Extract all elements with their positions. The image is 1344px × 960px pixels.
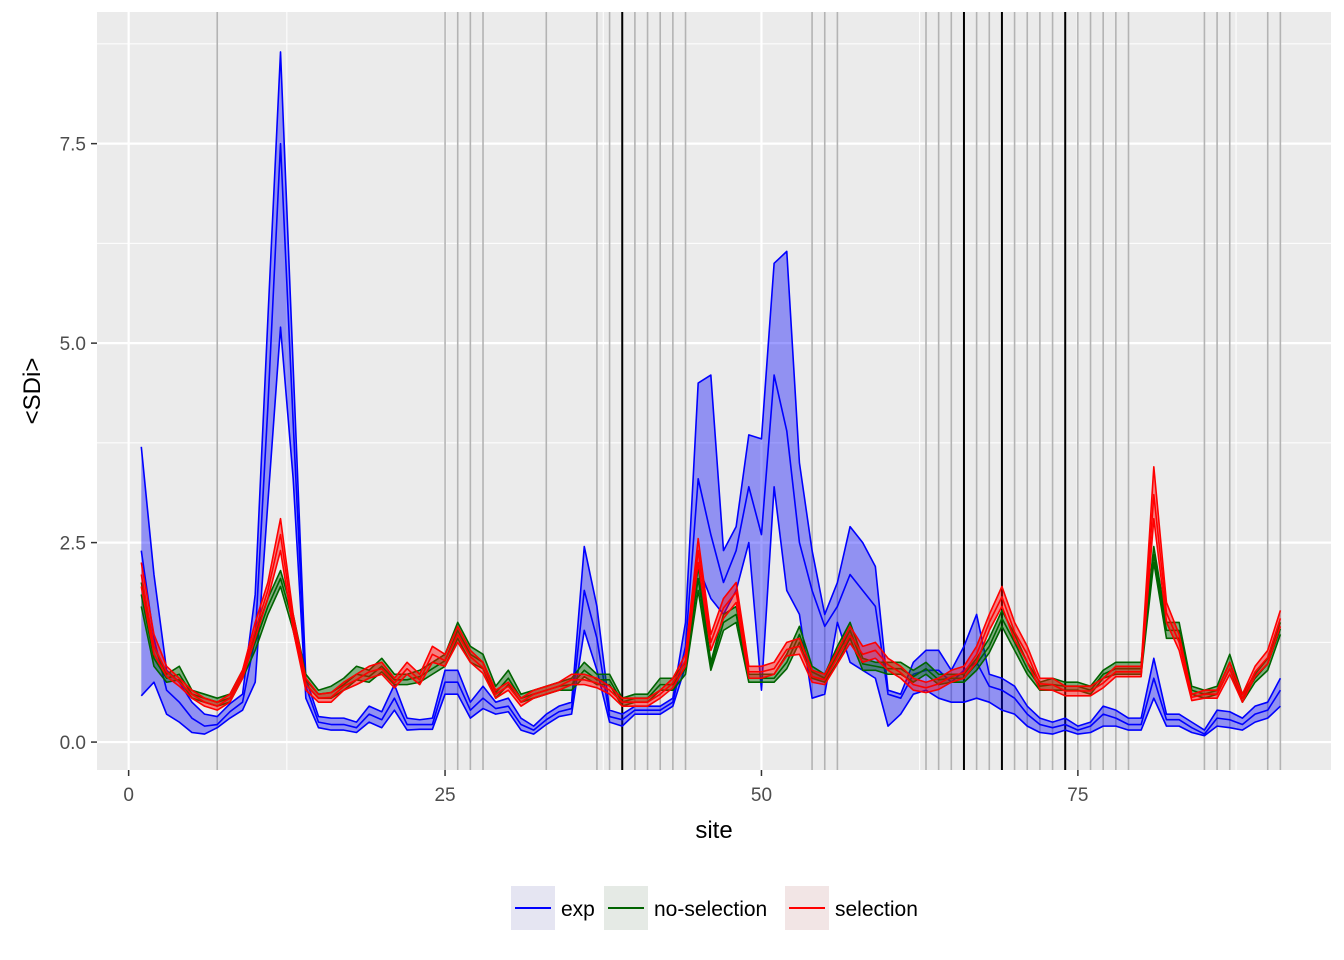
legend-label: exp xyxy=(561,898,595,921)
y-tick-label: 2.5 xyxy=(60,534,86,555)
series-layer xyxy=(140,51,1282,737)
y-tick-label: 5.0 xyxy=(60,334,86,355)
line-exp-upper xyxy=(140,51,1282,731)
y-tick-label: 7.5 xyxy=(60,135,86,156)
ribbon-exp xyxy=(141,51,1281,736)
line-selection-lower xyxy=(140,517,1282,711)
legend-label: no-selection xyxy=(654,898,767,921)
line-exp-lower xyxy=(140,326,1281,737)
x-tick-label: 25 xyxy=(434,785,455,806)
legend-label: selection xyxy=(835,898,918,921)
x-tick-label: 75 xyxy=(1067,785,1088,806)
series-selection xyxy=(140,465,1282,711)
legend-item-selection: selection xyxy=(785,886,918,930)
line-exp-mid xyxy=(140,142,1282,735)
x-axis-title: site xyxy=(695,817,732,844)
x-tick-label: 0 xyxy=(123,785,134,806)
y-axis-title: <SDi> xyxy=(19,358,46,425)
legend-item-no-selection: no-selection xyxy=(604,886,767,930)
series-exp xyxy=(140,51,1282,737)
y-axis: 0.0 2.5 5.0 7.5 xyxy=(60,135,97,754)
x-tick-label: 50 xyxy=(751,785,772,806)
y-tick-label: 0.0 xyxy=(60,733,86,754)
legend: exp no-selection selection xyxy=(511,886,918,930)
line-selection-mid xyxy=(140,493,1282,707)
x-axis: 0 25 50 75 xyxy=(123,770,1088,806)
legend-item-exp: exp xyxy=(511,886,595,930)
vertical-reference-lines xyxy=(216,12,1282,770)
line-selection-upper xyxy=(140,465,1282,703)
